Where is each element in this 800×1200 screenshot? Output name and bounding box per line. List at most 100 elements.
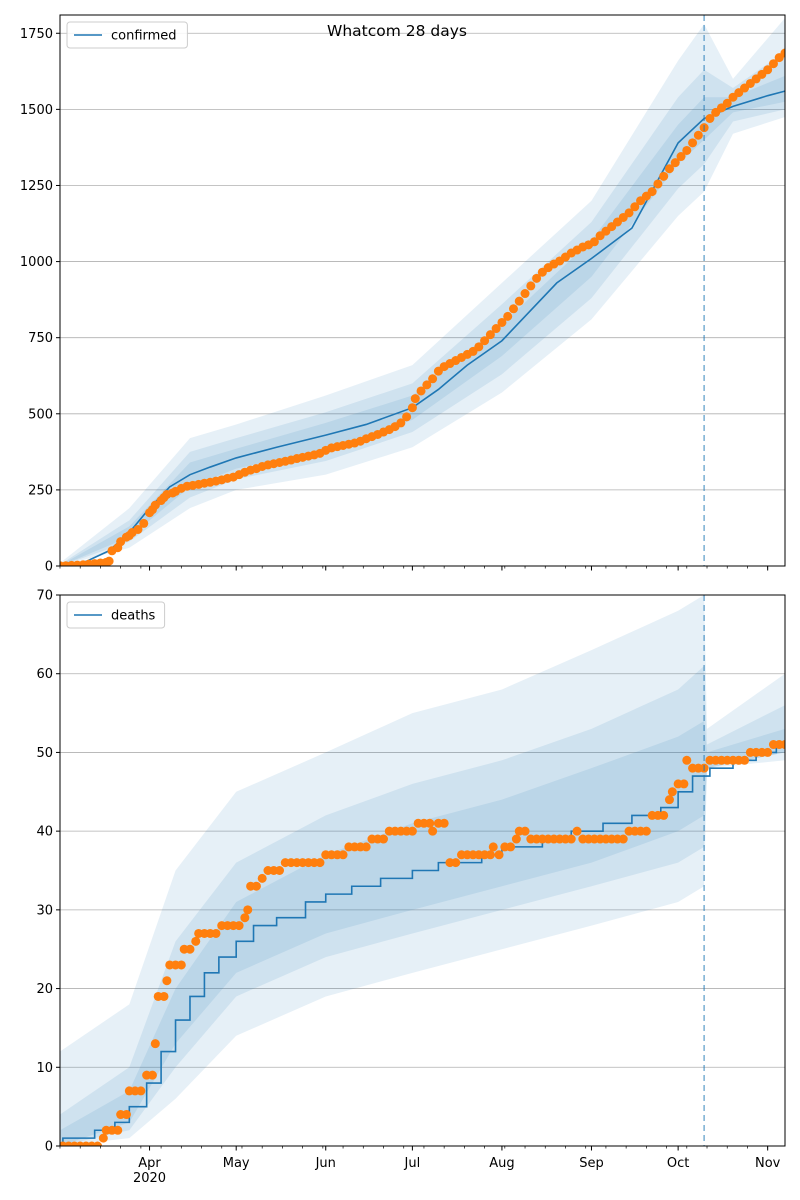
band-outer bbox=[60, 18, 785, 566]
observed-point bbox=[520, 826, 530, 836]
observed-point bbox=[511, 834, 521, 844]
observed-point bbox=[338, 850, 348, 860]
observed-point bbox=[416, 386, 426, 396]
observed-point bbox=[121, 1110, 131, 1120]
y-tick-label: 40 bbox=[36, 825, 53, 840]
observed-point bbox=[503, 311, 513, 321]
observed-point bbox=[494, 850, 504, 860]
legend-box bbox=[66, 601, 166, 629]
observed-point bbox=[491, 324, 501, 334]
observed-point bbox=[506, 842, 516, 852]
x-tick-label: Oct bbox=[667, 1156, 689, 1171]
observed-point bbox=[428, 374, 438, 384]
y-tick-label: 60 bbox=[36, 667, 53, 682]
observed-point bbox=[763, 747, 773, 757]
observed-point bbox=[740, 755, 750, 765]
y-tick-label: 250 bbox=[28, 483, 53, 498]
figure-title: Whatcom 28 days bbox=[327, 22, 467, 40]
observed-point bbox=[133, 524, 143, 534]
y-tick-label: 1250 bbox=[20, 179, 53, 194]
y-tick-label: 1500 bbox=[20, 103, 53, 118]
axes-frame bbox=[59, 14, 786, 567]
observed-point bbox=[136, 1086, 146, 1096]
x-tick-label: Jun bbox=[315, 1156, 336, 1171]
observed-point bbox=[705, 114, 715, 124]
observed-point bbox=[410, 394, 420, 404]
observed-point bbox=[451, 858, 461, 868]
band-middle bbox=[60, 665, 785, 1146]
x-tick-label: Jul bbox=[404, 1156, 421, 1171]
axes-frame bbox=[59, 594, 786, 1147]
deaths-panel: 0 10 20 30 40 50 60 70 Apr May Jun Jul Aug Sep Oct Nov 2… bbox=[36, 589, 786, 1186]
y-tick-label: 1000 bbox=[20, 255, 53, 270]
observed-point bbox=[93, 1141, 103, 1146]
observed-point bbox=[162, 976, 172, 986]
observed-point bbox=[763, 65, 773, 75]
observed-point bbox=[670, 158, 680, 168]
y-tick-label: 750 bbox=[28, 331, 53, 346]
plot-area bbox=[60, 18, 785, 566]
x-tick-label: Apr bbox=[138, 1156, 161, 1171]
observed-point bbox=[98, 1133, 108, 1143]
observed-point bbox=[480, 336, 490, 346]
band-inner bbox=[60, 75, 785, 566]
observed-point bbox=[688, 138, 698, 148]
observed-point bbox=[211, 928, 221, 938]
observed-point bbox=[682, 755, 692, 765]
observed-point bbox=[185, 944, 195, 954]
observed-point bbox=[572, 826, 582, 836]
observed-point bbox=[234, 921, 244, 931]
observed-point bbox=[425, 818, 435, 828]
observed-point bbox=[407, 403, 417, 413]
observed-point bbox=[659, 810, 669, 820]
model-line bbox=[60, 743, 785, 1146]
observed-point bbox=[676, 152, 686, 162]
observed-point bbox=[191, 936, 201, 946]
observed-point bbox=[589, 237, 599, 247]
observed-point bbox=[780, 740, 785, 750]
x-tick-label: Nov bbox=[755, 1156, 781, 1171]
observed-point bbox=[566, 834, 576, 844]
observed-point bbox=[722, 98, 732, 108]
observed-point bbox=[474, 342, 484, 352]
plot-area bbox=[60, 595, 785, 1146]
observed-point bbox=[624, 208, 634, 218]
y-tick-label: 70 bbox=[36, 589, 53, 604]
x-tick-label: Sep bbox=[579, 1156, 604, 1171]
legend: deaths bbox=[66, 601, 166, 629]
observed-point bbox=[768, 59, 778, 69]
observed-point bbox=[379, 834, 389, 844]
confirmed-panel: 0 250 500 750 1000 1250 1500 1750 confirmed bbox=[20, 14, 786, 575]
observed-point bbox=[485, 850, 495, 860]
observed-point bbox=[147, 1070, 157, 1080]
observed-point bbox=[275, 866, 285, 875]
observed-point bbox=[667, 787, 677, 797]
observed-point bbox=[488, 842, 498, 852]
observed-point bbox=[251, 881, 261, 891]
observed-point bbox=[647, 187, 657, 197]
observed-point bbox=[240, 913, 250, 923]
y-tick-label: 50 bbox=[36, 746, 53, 761]
x-tick-label: Aug bbox=[489, 1156, 514, 1171]
observed-point bbox=[139, 518, 149, 528]
observed-point bbox=[257, 873, 267, 883]
observed-point bbox=[679, 779, 689, 789]
observed-point bbox=[497, 317, 507, 327]
observed-point bbox=[641, 826, 651, 836]
y-tick-label: 0 bbox=[45, 1140, 53, 1155]
observed-point bbox=[104, 556, 114, 566]
observed-point bbox=[243, 905, 253, 915]
observed-point bbox=[176, 960, 186, 970]
observed-point bbox=[664, 795, 674, 805]
y-tick-label: 20 bbox=[36, 982, 53, 997]
observed-point bbox=[150, 1039, 160, 1049]
observed-point bbox=[422, 380, 432, 390]
observed-point bbox=[664, 164, 674, 174]
observed-point bbox=[618, 834, 628, 844]
observed-point bbox=[514, 296, 524, 306]
observed-point bbox=[407, 826, 417, 836]
band-middle bbox=[60, 51, 785, 566]
observed-point bbox=[361, 842, 371, 852]
observed-point bbox=[485, 330, 495, 340]
